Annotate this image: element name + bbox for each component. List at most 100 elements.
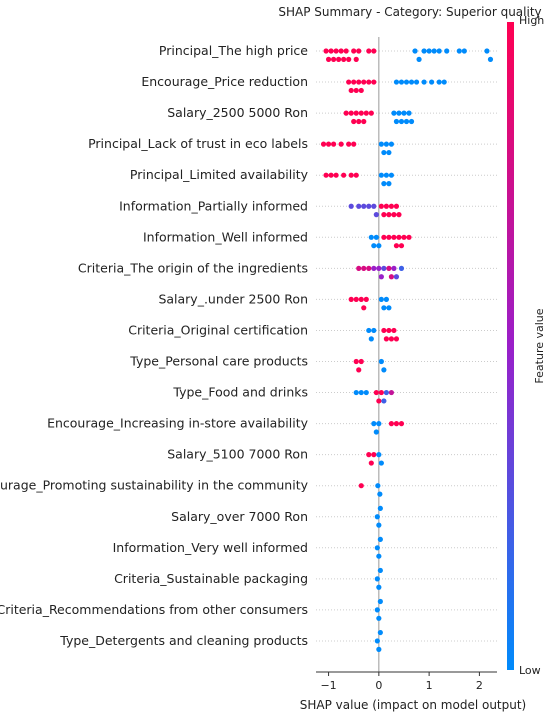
shap-point [361, 203, 367, 209]
feature-label: Information_Well informed [143, 229, 308, 244]
feature-label: Criteria_Sustainable packaging [114, 571, 308, 586]
shap-point [356, 367, 362, 373]
shap-point [366, 265, 372, 271]
shap-point [376, 452, 382, 458]
shap-point [393, 243, 400, 249]
shap-point [403, 79, 410, 85]
shap-point [366, 327, 372, 334]
shap-point [401, 110, 407, 116]
shap-point [376, 553, 382, 559]
shap-point [358, 87, 364, 94]
shap-point [386, 327, 392, 334]
shap-point [325, 56, 332, 63]
shap-point [386, 149, 392, 156]
shap-point [374, 638, 380, 644]
shap-point [398, 79, 405, 85]
feature-gridlines [316, 50, 497, 642]
shap-point [388, 421, 395, 427]
shap-point [353, 110, 359, 116]
shap-point [358, 483, 364, 489]
shap-point [386, 234, 392, 240]
shap-point [373, 212, 379, 218]
shap-point [353, 172, 359, 178]
shap-point [374, 607, 380, 613]
feature-label: Encourage_Increasing in-store availabili… [47, 416, 309, 431]
shap-point [368, 460, 374, 466]
shap-point [393, 421, 400, 427]
shap-point [388, 389, 395, 396]
shap-point [366, 452, 372, 458]
shap-point [381, 181, 387, 187]
shap-point [393, 274, 400, 280]
shap-point [377, 567, 383, 574]
shap-point [353, 87, 359, 94]
shap-point [383, 141, 389, 147]
shap-point [381, 327, 387, 334]
x-tick-label: 0 [375, 679, 382, 692]
shap-point [348, 203, 354, 209]
shap-point [393, 79, 400, 85]
shap-point [386, 181, 392, 187]
shap-point [377, 505, 383, 511]
colorbar-low-label: Low [519, 664, 541, 677]
shap-point [378, 274, 384, 280]
shap-point [377, 598, 383, 605]
shap-point [330, 141, 337, 147]
shap-point [368, 110, 374, 116]
shap-point [374, 576, 380, 582]
shap-point [361, 265, 367, 271]
shap-point [436, 48, 442, 54]
shap-point [408, 118, 415, 125]
shap-point [388, 336, 395, 342]
shap-point [368, 234, 374, 240]
shap-point [413, 79, 420, 85]
shap-point [348, 87, 354, 94]
shap-point [343, 110, 349, 116]
shap-point [353, 296, 359, 302]
shap-point [484, 48, 490, 54]
feature-label: Criteria_The origin of the ingredients [78, 260, 308, 275]
shap-point [393, 336, 400, 342]
colorbar-title: Feature value [533, 308, 546, 383]
shap-point [348, 110, 354, 116]
shap-point [391, 110, 397, 116]
shap-point [406, 234, 412, 240]
x-tick-label: 1 [426, 679, 433, 692]
shap-point [366, 203, 372, 209]
shap-point [386, 265, 392, 271]
shap-point [388, 274, 395, 280]
shap-point [343, 48, 349, 54]
shap-point [487, 56, 494, 63]
shap-point [378, 172, 384, 178]
colorbar [507, 22, 514, 670]
shap-point [371, 48, 377, 54]
shap-point [373, 234, 379, 240]
shap-point [386, 305, 392, 311]
shap-point [376, 265, 382, 271]
shap-point [376, 243, 382, 249]
shap-point [396, 110, 402, 116]
shap-point [386, 212, 392, 218]
shap-point [351, 141, 357, 147]
feature-label: Principal_The high price [159, 43, 308, 58]
shap-point [421, 48, 427, 54]
shap-point [348, 172, 354, 178]
shap-point [320, 141, 327, 147]
shap-point [348, 296, 354, 302]
shap-point [401, 234, 407, 240]
feature-label: Information_Very well informed [113, 540, 308, 555]
shap-point [416, 56, 422, 63]
shap-point [426, 48, 432, 54]
feature-label: Criteria_Original certification [128, 322, 308, 337]
shap-points [320, 48, 494, 652]
shap-point [391, 212, 397, 218]
shap-point [351, 48, 357, 54]
x-tick-label: 2 [476, 679, 483, 692]
shap-point [361, 79, 367, 85]
shap-point [378, 203, 384, 209]
shap-point [341, 172, 347, 178]
shap-point [353, 56, 359, 63]
shap-point [398, 421, 405, 427]
shap-point [381, 398, 387, 404]
